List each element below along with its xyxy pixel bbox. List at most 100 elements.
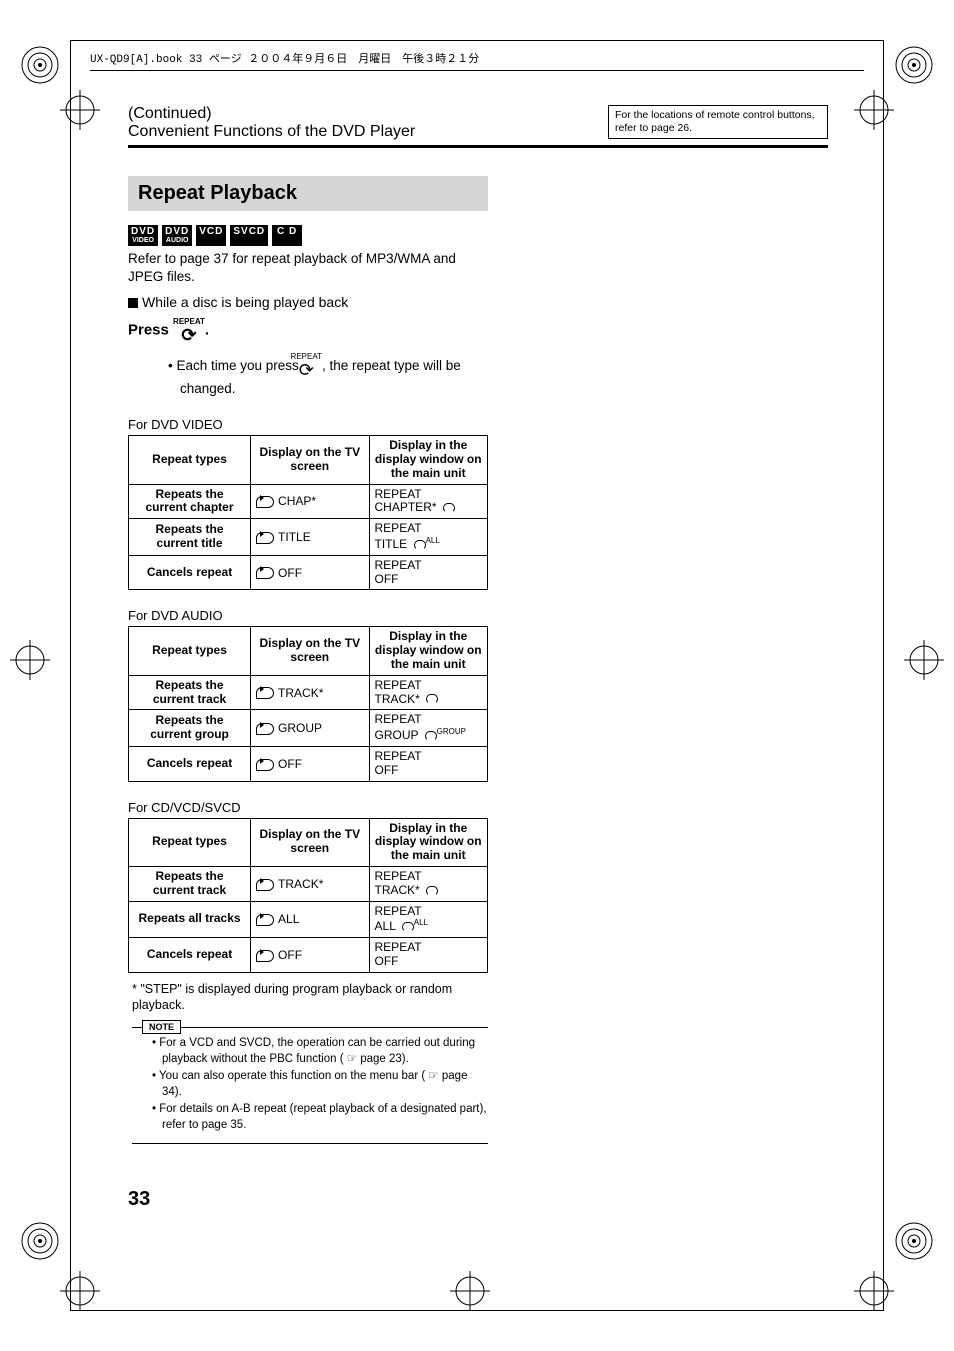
loop-icon — [256, 496, 274, 508]
table-header: Repeat types — [129, 627, 251, 675]
main-unit-cell: REPEATGROUP GROUP — [369, 710, 487, 747]
table-row: Repeats all tracksALLREPEATALL ALL — [129, 901, 488, 938]
repeat-table: Repeat typesDisplay on the TV screenDisp… — [128, 435, 488, 590]
table-header: Display on the TV screen — [251, 436, 369, 484]
loop-icon — [256, 759, 274, 771]
repeat-button-icon: REPEAT⟳ — [173, 318, 205, 343]
condition-line: While a disc is being played back — [128, 294, 488, 310]
badge-dvd-audio: DVDAUDIO — [162, 225, 192, 246]
registration-mark — [894, 45, 934, 85]
loop-small-icon — [426, 886, 438, 896]
tv-display-cell: TRACK* — [251, 866, 369, 901]
table-row: Repeats the current chapterCHAP*REPEATCH… — [129, 484, 488, 519]
table-header: Display on the TV screen — [251, 627, 369, 675]
loop-small-icon — [426, 694, 438, 704]
main-unit-cell: REPEATOFF — [369, 938, 487, 973]
table-header: Display in the display window on the mai… — [369, 818, 487, 866]
repeat-type-cell: Cancels repeat — [129, 746, 251, 781]
main-unit-cell: REPEATTITLE ALL — [369, 519, 487, 556]
page-number: 33 — [128, 1188, 150, 1211]
main-unit-cell: REPEATTRACK* — [369, 866, 487, 901]
table-row: Cancels repeatOFFREPEATOFF — [129, 938, 488, 973]
table-label: For DVD AUDIO — [128, 608, 488, 623]
table-label: For CD/VCD/SVCD — [128, 800, 488, 815]
disc-type-badges: DVDVIDEO DVDAUDIO VCD SVCD C D — [128, 225, 488, 246]
tv-display-cell: OFF — [251, 555, 369, 590]
loop-icon — [256, 914, 274, 926]
repeat-type-cell: Repeats the current track — [129, 866, 251, 901]
repeat-type-cell: Repeats the current chapter — [129, 484, 251, 519]
crosshair-mark — [904, 640, 944, 680]
note-item: • For a VCD and SVCD, the operation can … — [152, 1036, 488, 1067]
badge-svcd: SVCD — [230, 225, 268, 246]
loop-tag: GROUP — [437, 727, 466, 736]
loop-small-icon — [402, 922, 414, 932]
loop-small-icon — [425, 731, 437, 741]
table-row: Repeats the current trackTRACK*REPEATTRA… — [129, 675, 488, 710]
registration-mark — [20, 45, 60, 85]
repeat-type-cell: Repeats all tracks — [129, 901, 251, 938]
main-unit-cell: REPEATOFF — [369, 746, 487, 781]
page-subtitle: Convenient Functions of the DVD Player — [128, 123, 415, 141]
main-unit-cell: REPEATCHAPTER* — [369, 484, 487, 519]
section-heading: Repeat Playback — [128, 176, 488, 211]
note-tag: NOTE — [142, 1020, 181, 1034]
tv-display-cell: OFF — [251, 938, 369, 973]
loop-icon — [256, 879, 274, 891]
table-label: For DVD VIDEO — [128, 417, 488, 432]
table-row: Cancels repeatOFFREPEATOFF — [129, 746, 488, 781]
loop-icon — [256, 687, 274, 699]
table-row: Repeats the current titleTITLEREPEATTITL… — [129, 519, 488, 556]
loop-tag: ALL — [426, 536, 440, 545]
loop-icon — [256, 532, 274, 544]
intro-text: Refer to page 37 for repeat playback of … — [128, 250, 488, 286]
repeat-type-cell: Repeats the current group — [129, 710, 251, 747]
footnote-text: * "STEP" is displayed during program pla… — [132, 981, 488, 1014]
table-header: Display in the display window on the mai… — [369, 436, 487, 484]
loop-tag: ALL — [414, 918, 428, 927]
file-meta-header: UX-QD9[A].book 33 ページ ２００４年９月６日 月曜日 午後３時… — [90, 50, 864, 71]
tv-display-cell: GROUP — [251, 710, 369, 747]
tv-display-cell: OFF — [251, 746, 369, 781]
bullet-explain: • Each time you press REPEAT⟳, the repea… — [168, 353, 488, 399]
loop-icon — [256, 723, 274, 735]
tv-display-cell: ALL — [251, 901, 369, 938]
registration-mark — [20, 1221, 60, 1261]
registration-mark — [894, 1221, 934, 1261]
table-header: Display on the TV screen — [251, 818, 369, 866]
side-note-box: For the locations of remote control butt… — [608, 105, 828, 139]
main-unit-cell: REPEATTRACK* — [369, 675, 487, 710]
badge-dvd-video: DVDVIDEO — [128, 225, 158, 246]
table-header: Repeat types — [129, 818, 251, 866]
badge-cd: C D — [272, 225, 302, 246]
page-content: (Continued) Convenient Functions of the … — [128, 105, 828, 1144]
table-row: Repeats the current trackTRACK*REPEATTRA… — [129, 866, 488, 901]
bullet-text-a: Each time you press — [176, 358, 302, 373]
loop-small-icon — [443, 503, 455, 513]
condition-text: While a disc is being played back — [142, 294, 348, 310]
continued-label: (Continued) — [128, 105, 415, 123]
repeat-type-cell: Repeats the current title — [129, 519, 251, 556]
loop-icon — [256, 950, 274, 962]
loop-small-icon — [414, 540, 426, 550]
tv-display-cell: TITLE — [251, 519, 369, 556]
table-row: Repeats the current groupGROUPREPEATGROU… — [129, 710, 488, 747]
note-item: • For details on A-B repeat (repeat play… — [152, 1102, 488, 1133]
table-header: Display in the display window on the mai… — [369, 627, 487, 675]
tv-display-cell: CHAP* — [251, 484, 369, 519]
table-row: Cancels repeatOFFREPEATOFF — [129, 555, 488, 590]
crosshair-mark — [10, 640, 50, 680]
table-header: Repeat types — [129, 436, 251, 484]
main-unit-cell: REPEATALL ALL — [369, 901, 487, 938]
header-divider — [128, 145, 828, 148]
repeat-button-icon: REPEAT⟳ — [303, 353, 322, 380]
repeat-type-cell: Cancels repeat — [129, 938, 251, 973]
note-box: NOTE • For a VCD and SVCD, the operation… — [132, 1027, 488, 1144]
press-suffix: . — [205, 322, 209, 339]
note-item: • You can also operate this function on … — [152, 1069, 488, 1100]
press-prefix: Press — [128, 322, 173, 339]
repeat-table: Repeat typesDisplay on the TV screenDisp… — [128, 626, 488, 781]
repeat-table: Repeat typesDisplay on the TV screenDisp… — [128, 818, 488, 973]
loop-icon — [256, 567, 274, 579]
press-instruction: Press REPEAT⟳. — [128, 318, 488, 343]
